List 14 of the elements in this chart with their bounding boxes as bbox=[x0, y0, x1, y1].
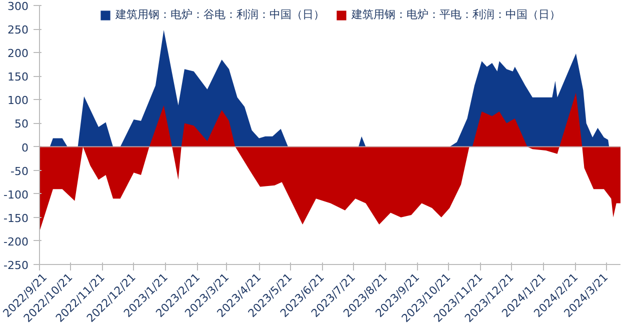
y-tick-label: 200 bbox=[8, 47, 29, 60]
y-tick-label: 0 bbox=[22, 141, 28, 154]
y-tick-label: 250 bbox=[8, 24, 29, 37]
y-tick-label: 50 bbox=[14, 118, 29, 131]
y-tick-label: -100 bbox=[4, 188, 29, 202]
legend-label: 建筑用钢：电炉：谷电：利润：中国（日） bbox=[116, 7, 324, 22]
y-tick-label: -200 bbox=[4, 235, 29, 248]
y-tick-label: 150 bbox=[8, 70, 29, 84]
y-tick-label: -50 bbox=[10, 164, 28, 178]
y-tick-label: -150 bbox=[4, 212, 29, 225]
y-tick-label: 100 bbox=[8, 94, 29, 108]
y-tick-label: -250 bbox=[4, 259, 29, 272]
y-tick-label: 300 bbox=[8, 0, 29, 13]
legend-label: 建筑用钢：电炉：平电：利润：中国（日） bbox=[352, 7, 560, 22]
